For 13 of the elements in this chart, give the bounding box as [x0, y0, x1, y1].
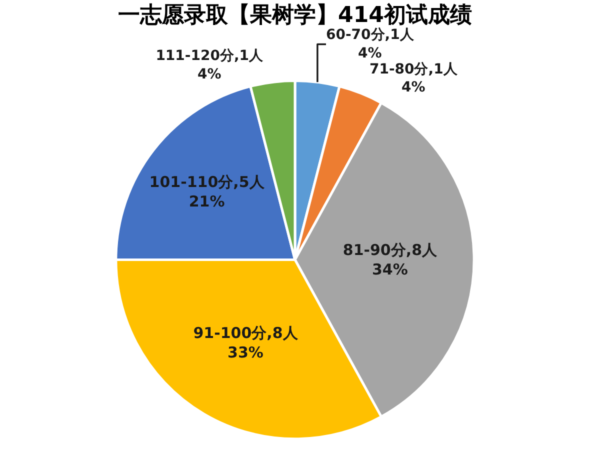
chart-title: 一志愿录取【果树学】414初试成绩: [118, 2, 472, 28]
data-label: 33%: [228, 343, 264, 362]
slice-label: 91-100分,8人: [193, 324, 299, 342]
data-label: 4%: [402, 80, 426, 96]
slice-label: 71-80分,1人: [369, 61, 458, 78]
slice-label: 111-120分,1人: [156, 48, 264, 64]
data-label: 4%: [358, 45, 382, 62]
slice-label: 60-70分,1人: [326, 27, 415, 44]
slice-label: 101-110分,5人: [149, 172, 266, 191]
data-label: 4%: [197, 66, 222, 82]
data-label: 34%: [372, 260, 408, 279]
slice-label: 81-90分,8人: [342, 241, 438, 260]
data-label: 21%: [188, 192, 225, 210]
